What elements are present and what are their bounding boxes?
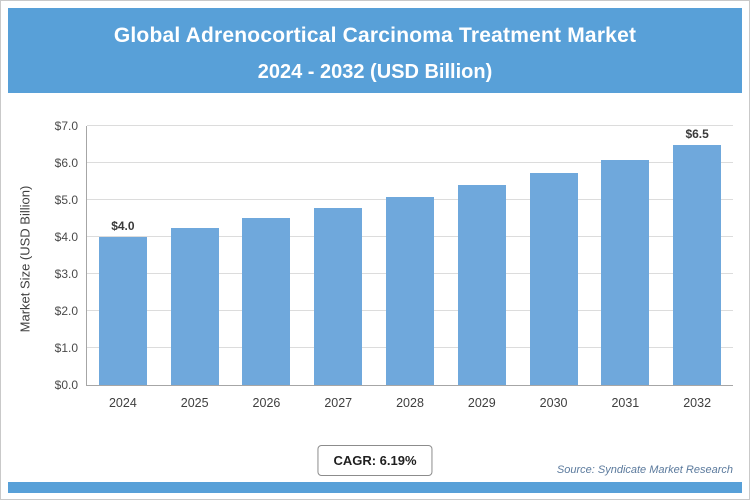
bar-2031: [601, 159, 650, 385]
bar-group-2032: $6.5 2032: [661, 126, 733, 410]
x-axis-tick-label: 2025: [180, 396, 209, 410]
gridline: [87, 162, 733, 163]
x-axis-tick-label: 2030: [539, 396, 568, 410]
y-axis-tick-label: $6.0: [54, 156, 78, 170]
x-axis-tick-label: 2031: [611, 396, 640, 410]
y-axis-label: Market Size (USD Billion): [17, 185, 33, 333]
x-axis-tick-label: 2028: [396, 396, 424, 410]
x-axis-tick-label: 2032: [683, 396, 712, 410]
bar-2028: [386, 196, 435, 385]
cagr-label: CAGR: 6.19%: [333, 453, 417, 468]
source-text: Source: Syndicate Market Research: [556, 464, 733, 476]
y-axis-tick-label: $7.0: [54, 119, 78, 133]
y-axis-tick-label: $1.0: [54, 341, 78, 355]
x-axis-tick-label: 2026: [252, 396, 281, 410]
y-axis-tick-label: $4.0: [54, 230, 78, 244]
x-axis-tick-label: 2027: [324, 396, 353, 410]
bar-value-label: $6.5: [685, 126, 709, 141]
bar-value-label: $4.0: [111, 219, 135, 233]
bar-group-2030: 2030: [518, 126, 590, 410]
y-axis-tick-label: $5.0: [54, 193, 78, 207]
chart-title: Global Adrenocortical Carcinoma Treatmen…: [113, 24, 637, 47]
bar-chart: Market Size (USD Billion) $4.0 2024 2025 20…: [1, 111, 749, 416]
y-axis-tick-label: $0.0: [54, 378, 78, 392]
bar-2025: [170, 227, 219, 385]
bar-group-2029: 2029: [446, 126, 518, 410]
bars-row: $4.0 2024 2025 2026 2027 2028 2029 2030 2031 $6.5…: [87, 126, 733, 410]
y-axis-tick-label: $3.0: [54, 267, 78, 281]
bar-group-2026: 2026: [231, 126, 303, 410]
bar-2029: [457, 185, 506, 385]
gridline: [87, 125, 733, 126]
bar-2032: [673, 144, 722, 385]
bar-2027: [314, 207, 363, 385]
bar-2024: [98, 237, 147, 385]
footer-accent-bar: [8, 482, 742, 493]
x-axis-tick-label: 2024: [108, 396, 137, 410]
bar-group-2025: 2025: [159, 126, 231, 410]
bar-2026: [242, 218, 291, 385]
bar-group-2027: 2027: [302, 126, 374, 410]
chart-header: Global Adrenocortical Carcinoma Treatmen…: [8, 8, 742, 93]
y-axis-tick-label: $2.0: [54, 304, 78, 318]
bar-2030: [529, 172, 578, 385]
plot-area: $4.0 2024 2025 2026 2027 2028 2029 2030 2031 $6.5…: [55, 119, 733, 410]
chart-subtitle: 2024 - 2032 (USD Billion): [257, 61, 493, 83]
x-axis-tick-label: 2029: [467, 396, 496, 410]
bar-group-2028: 2028: [374, 126, 446, 410]
bar-group-2031: 2031: [589, 126, 661, 410]
cagr-badge: CAGR: 6.19%: [317, 445, 433, 476]
bar-group-2024: $4.0 2024: [87, 126, 159, 410]
